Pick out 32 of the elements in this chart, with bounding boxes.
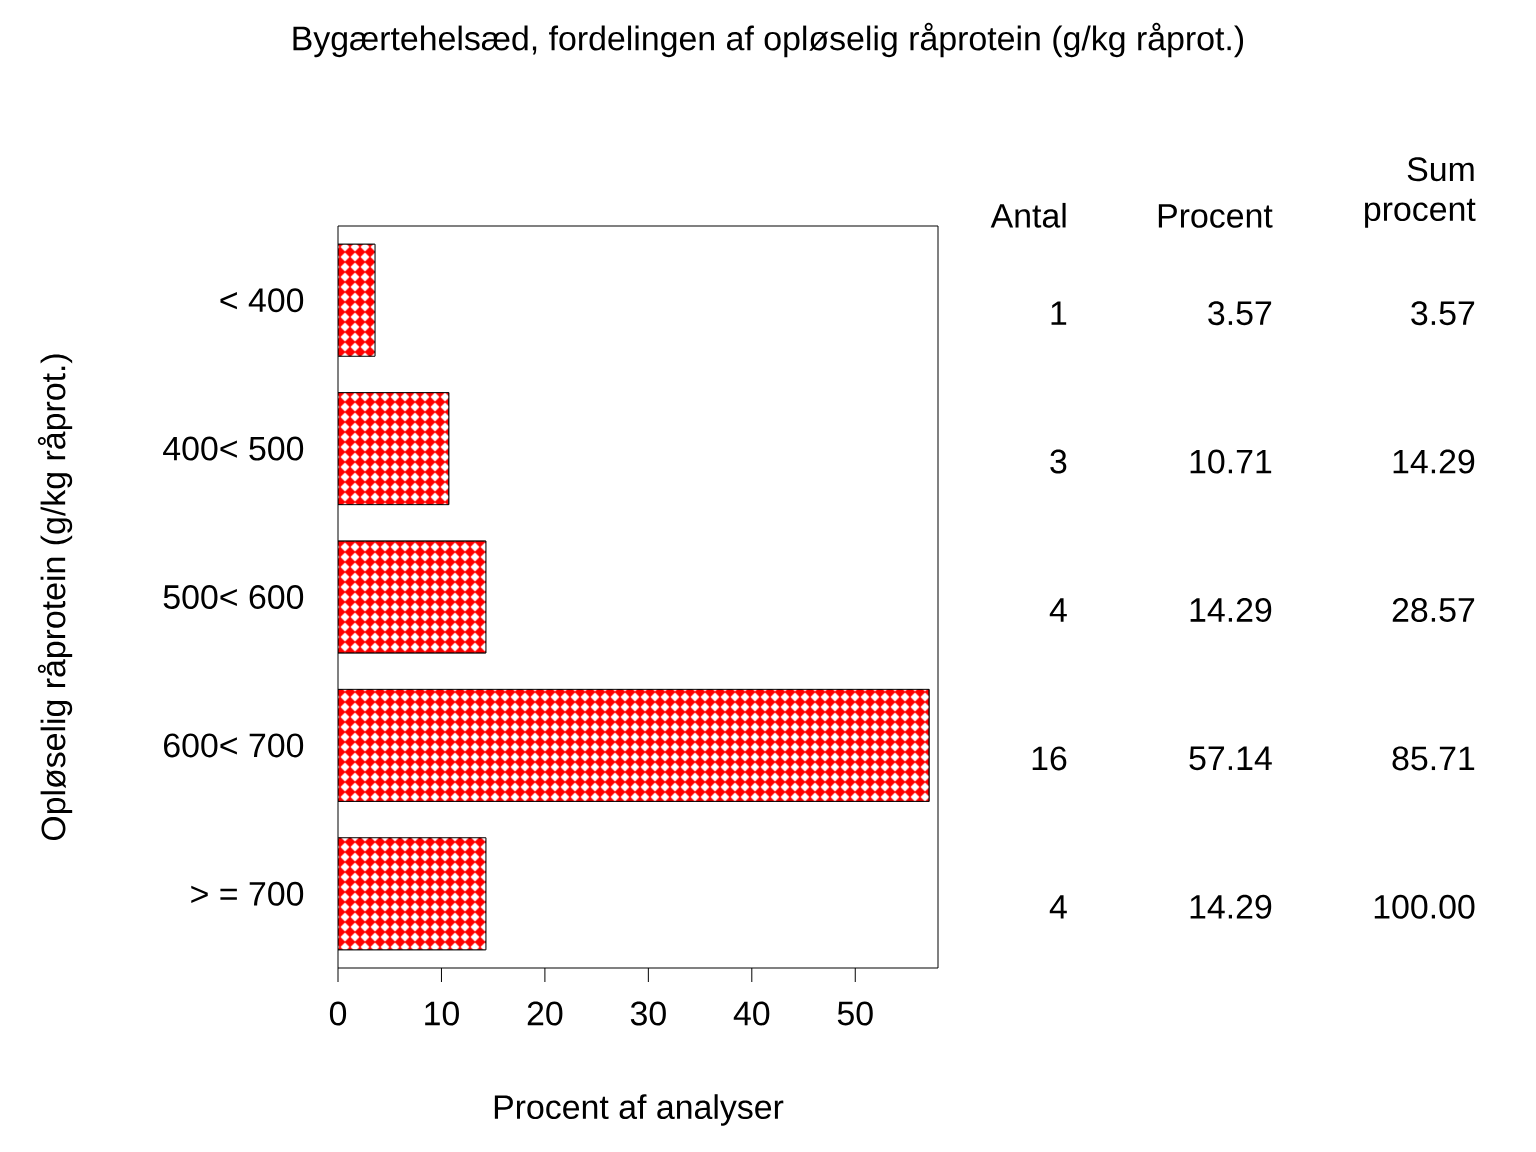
text: 100.00: [1374, 894, 1475, 919]
y-tick-label: > = 700: [191, 881, 304, 906]
text: Antal: [990, 202, 1066, 228]
text: 14.29: [1393, 449, 1475, 474]
x-tick-label: 0: [329, 1001, 347, 1026]
text: 57.14: [1189, 746, 1272, 771]
text: 85.71: [1392, 746, 1475, 771]
x-tick-label: 10: [425, 1001, 459, 1026]
text: Procent: [1158, 204, 1273, 228]
x-tick-label: 30: [630, 1001, 666, 1026]
y-tick-label: < 400: [220, 288, 304, 313]
text: 1: [1051, 301, 1067, 325]
text: Sum procent: [1365, 157, 1476, 228]
text: 3.57: [1208, 301, 1272, 326]
y-axis-title: Opløselig råprotein (g/kg råprot.): [37, 354, 73, 841]
x-axis-title: Procent af analyser: [494, 1094, 784, 1126]
y-tick-label: 600< 700: [164, 733, 304, 758]
text: 4: [1049, 598, 1067, 622]
y-tick-label: 400< 500: [163, 436, 304, 461]
x-tick-label: 20: [527, 1001, 563, 1026]
text: 14.29: [1190, 598, 1272, 622]
chart-title: Bygærtehelsæd, fordelingen af opløselig råprotein (g/kg råprot.): [293, 22, 1244, 58]
y-tick-label: 500< 600: [163, 585, 304, 609]
text: 14.29: [1190, 894, 1272, 919]
text: 3: [1050, 449, 1067, 474]
x-tick-label: 40: [733, 1001, 770, 1026]
text: 10.71: [1190, 449, 1272, 474]
text: 3.57: [1411, 301, 1475, 326]
text: 4: [1049, 895, 1067, 919]
text: 16: [1032, 746, 1067, 771]
x-tick-label: 50: [837, 1001, 873, 1026]
text: 28.57: [1392, 598, 1475, 622]
